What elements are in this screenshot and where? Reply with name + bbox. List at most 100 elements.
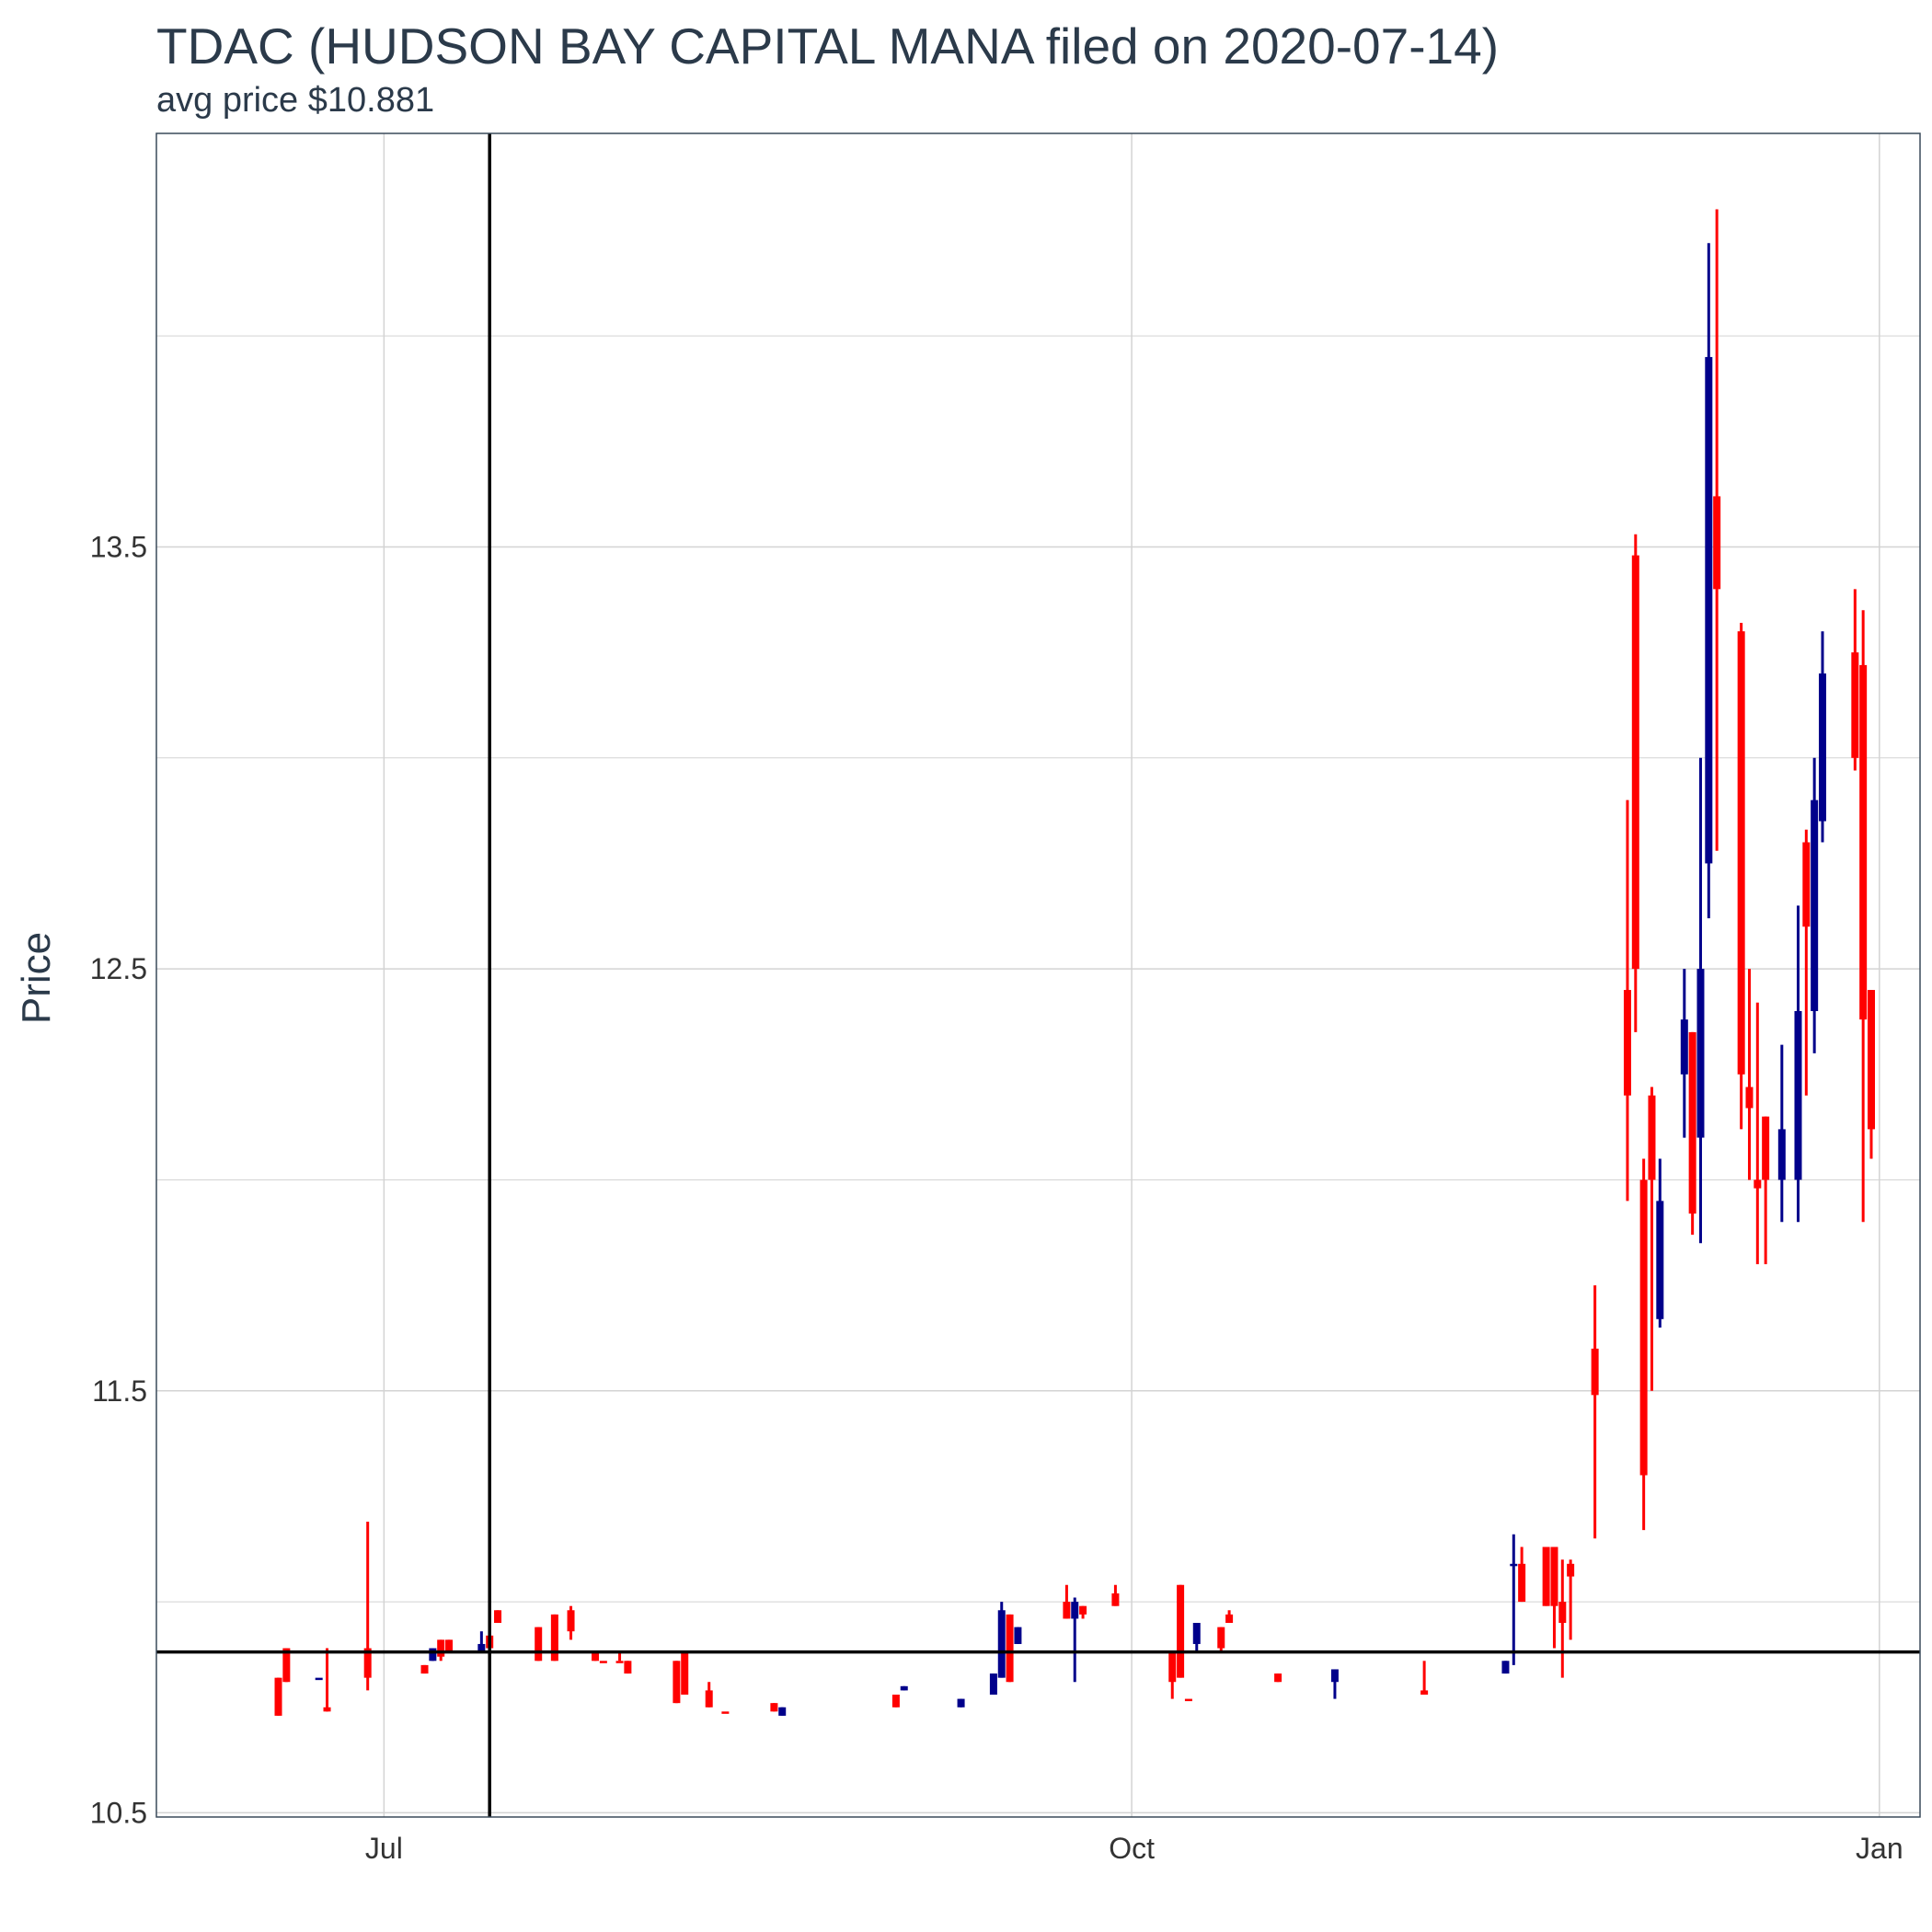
candle [363, 1521, 372, 1691]
candle-body [673, 1661, 681, 1704]
candle-body [1558, 1602, 1567, 1624]
candle [1225, 1610, 1234, 1624]
candle [1754, 1002, 1762, 1265]
candle-body [445, 1639, 454, 1653]
candle [1631, 534, 1639, 1032]
grid-lines [156, 133, 1920, 1817]
candle [1177, 1584, 1185, 1678]
candle [721, 1711, 730, 1714]
candle [1014, 1627, 1022, 1644]
candle [1745, 969, 1754, 1180]
candle [1623, 799, 1631, 1202]
candle [1777, 1044, 1786, 1223]
x-tick-label: Oct [1109, 1832, 1155, 1865]
candle [535, 1627, 543, 1662]
candle-body [1696, 969, 1705, 1138]
candle [1762, 1116, 1770, 1265]
candle [615, 1652, 624, 1663]
plot-border [155, 132, 1921, 1818]
candle [1705, 243, 1713, 919]
chart-title: TDAC (HUDSON BAY CAPITAL MANA filed on 2… [156, 17, 1500, 75]
candle [567, 1605, 575, 1640]
y-tick-label: 13.5 [90, 530, 147, 563]
candle [1818, 631, 1826, 843]
candle [1550, 1547, 1558, 1649]
candle-body [282, 1648, 291, 1683]
candle [282, 1648, 291, 1683]
candle [445, 1639, 454, 1653]
candle-body [900, 1685, 908, 1691]
candle [1184, 1698, 1192, 1702]
candle-body [997, 1610, 1006, 1678]
candle [624, 1661, 632, 1674]
candle [1510, 1534, 1518, 1665]
candle-body [1656, 1201, 1664, 1319]
candle-body [1079, 1605, 1087, 1615]
candle [1071, 1597, 1079, 1683]
candle [957, 1698, 965, 1708]
candle [1420, 1661, 1429, 1695]
y-tick-label: 11.5 [92, 1374, 147, 1408]
candle-body [681, 1652, 689, 1695]
candle-body [550, 1614, 558, 1662]
candle [900, 1685, 908, 1691]
candle [323, 1648, 331, 1712]
candle-body [1330, 1669, 1339, 1683]
candle [770, 1703, 778, 1712]
candle-body [315, 1677, 323, 1681]
candle-body [1542, 1547, 1550, 1606]
candle-body [891, 1694, 900, 1708]
candle [1501, 1661, 1510, 1674]
candle [1217, 1627, 1225, 1653]
candle-body [1762, 1116, 1770, 1180]
candle-body [567, 1610, 575, 1632]
candle-body [1851, 652, 1859, 758]
x-tick-label: Jul [365, 1832, 403, 1865]
candle-body [1745, 1087, 1754, 1109]
candle-body [1168, 1652, 1177, 1683]
candle [1558, 1559, 1567, 1678]
candle-body [1859, 664, 1868, 1020]
axis-ticks: 10.5 11.5 12.5 13.5 Jul Oct Jan [90, 530, 1903, 1865]
candle [1111, 1584, 1120, 1606]
candle-body [1063, 1602, 1071, 1619]
candle-body [1217, 1627, 1225, 1649]
candle [274, 1677, 282, 1716]
candle [1802, 829, 1811, 1096]
candle [1006, 1614, 1014, 1683]
candle-body [1811, 799, 1819, 1011]
candle [1518, 1547, 1526, 1603]
candle [1639, 1158, 1648, 1531]
y-tick-label: 10.5 [90, 1796, 147, 1829]
candle [778, 1707, 787, 1716]
candle-body [1802, 842, 1811, 927]
candle-body [1867, 990, 1875, 1130]
candles [274, 209, 1875, 1716]
candle-body [1006, 1614, 1014, 1683]
candle [1794, 905, 1802, 1223]
candle [1648, 1087, 1656, 1391]
candle-body [721, 1711, 730, 1714]
candle-body [1014, 1627, 1022, 1644]
candle [673, 1661, 681, 1704]
candle [1591, 1285, 1599, 1539]
candle [989, 1673, 997, 1695]
candle-body [1071, 1602, 1079, 1619]
candle-body [1510, 1563, 1518, 1567]
candle [1656, 1158, 1664, 1328]
candle [599, 1661, 607, 1663]
candle [1330, 1669, 1339, 1699]
candle-body [429, 1648, 437, 1662]
candle-body [989, 1673, 997, 1695]
candle-body [420, 1664, 429, 1674]
candle-body [615, 1661, 624, 1663]
candle-body [1501, 1661, 1510, 1674]
candle [1688, 1031, 1696, 1236]
candle-body [1518, 1563, 1526, 1603]
y-tick-label: 12.5 [90, 952, 147, 985]
candle [1079, 1605, 1087, 1619]
candle [429, 1648, 437, 1662]
candle [1168, 1652, 1177, 1699]
candle-body [1184, 1698, 1192, 1702]
candle [1274, 1673, 1282, 1683]
